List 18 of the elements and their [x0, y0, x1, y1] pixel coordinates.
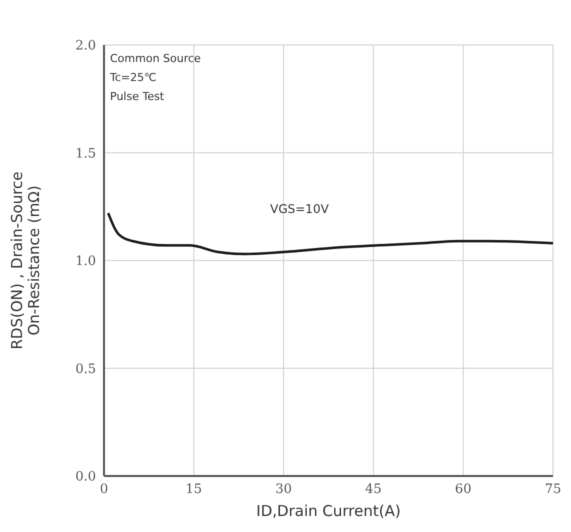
y-tick-label: 1.0 [75, 254, 96, 270]
annotation: Pulse Test [110, 89, 166, 105]
x-tick-label: 45 [365, 482, 382, 498]
y-axis-title: RDS(ON) , Drain-Source On-Resistance (mΩ) [8, 171, 43, 350]
y-tick-label: 2.0 [75, 38, 96, 54]
x-tick-label: 30 [275, 482, 292, 498]
line-series [106, 212, 553, 256]
y-tick-label: 0.0 [75, 470, 96, 485]
y-tick-label: 1.5 [75, 146, 96, 162]
annotation: Tc=25℃ [110, 70, 158, 86]
text: VGS=10V [270, 202, 329, 216]
x-tick-label: 15 [186, 482, 202, 498]
x-tick-label: 60 [454, 482, 472, 498]
annotation: Common Source [110, 51, 201, 67]
x-tick-label: 75 [544, 482, 562, 498]
x-tick-label: 0 [100, 482, 108, 498]
x-axis-title: ID,Drain Current(A) [256, 502, 401, 520]
y-tick-label: 0.5 [75, 362, 96, 377]
